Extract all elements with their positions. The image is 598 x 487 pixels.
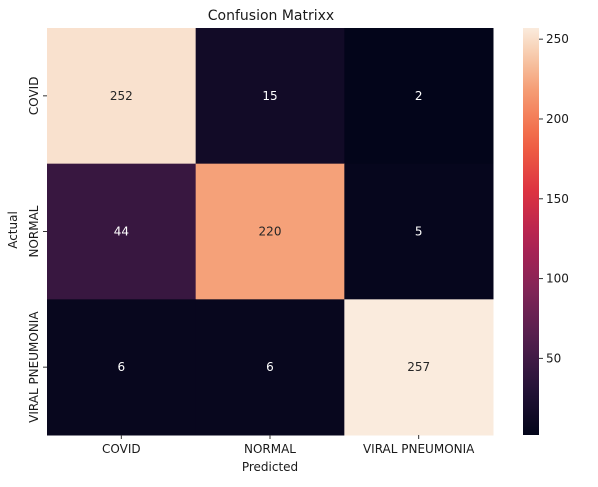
heatmap-cell: [195, 28, 345, 165]
cell-value-label: 252: [110, 89, 133, 103]
heatmap-cell: [344, 299, 494, 436]
x-tick-label: VIRAL PNEUMONIA: [363, 442, 475, 456]
heatmap-cell: [344, 28, 494, 165]
colorbar-tick-label: 250: [546, 32, 569, 46]
heatmap-cell: [47, 299, 197, 436]
y-tick-label: VIRAL PNEUMONIA: [27, 311, 41, 423]
x-axis-ticks: COVID NORMAL VIRAL PNEUMONIA: [102, 435, 475, 456]
colorbar: [523, 28, 539, 435]
colorbar-tick-label: 150: [546, 192, 569, 206]
heatmap-cell: [47, 163, 197, 300]
x-tick-label: NORMAL: [244, 442, 296, 456]
x-axis-label: Predicted: [242, 460, 298, 474]
chart-title: Confusion Matrixx: [208, 8, 334, 24]
cell-value-label: 257: [407, 360, 430, 374]
heatmap-cell: [195, 299, 345, 436]
colorbar-tick-label: 200: [546, 112, 569, 126]
colorbar-tick-label: 100: [546, 272, 569, 286]
cell-value-label: 44: [114, 225, 129, 239]
x-tick-label: COVID: [102, 442, 141, 456]
cell-value-label: 2: [415, 89, 423, 103]
cell-value-label: 6: [266, 360, 274, 374]
colorbar-ticks: 50 100 150 200 250: [539, 32, 569, 365]
colorbar-tick-label: 50: [546, 351, 561, 365]
heatmap-cells: [47, 28, 494, 436]
cell-value-label: 15: [262, 89, 277, 103]
y-axis-ticks: COVID NORMAL VIRAL PNEUMONIA: [27, 77, 47, 423]
heatmap-cell: [47, 28, 197, 165]
cell-value-label: 220: [259, 225, 282, 239]
y-tick-label: COVID: [27, 77, 41, 116]
cell-value-label: 6: [118, 360, 126, 374]
y-axis-label: Actual: [6, 211, 20, 249]
heatmap-cell-labels: 252 15 2 44 220 5 6 6 257: [110, 89, 430, 374]
cell-value-label: 5: [415, 225, 423, 239]
y-tick-label: NORMAL: [27, 205, 41, 257]
heatmap-cell: [344, 163, 494, 300]
heatmap-cell: [195, 163, 345, 300]
